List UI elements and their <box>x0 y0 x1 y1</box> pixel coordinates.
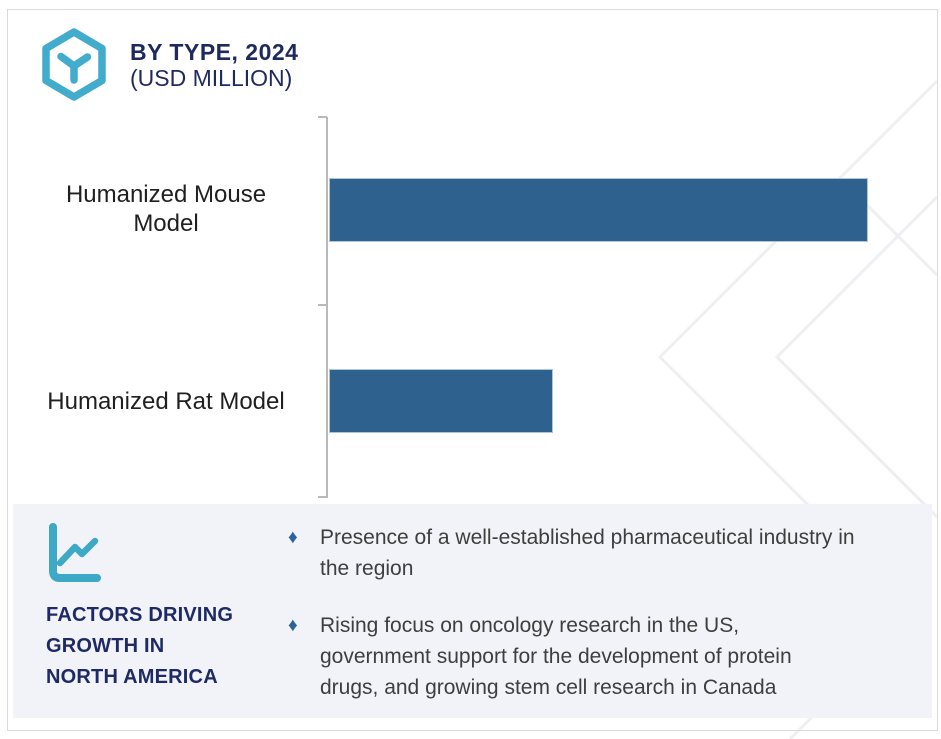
bullet-text: Presence of a well-established pharmaceu… <box>320 526 855 580</box>
diamond-bullet-icon: ♦ <box>288 527 298 548</box>
axis-tick <box>318 304 327 306</box>
list-item: ♦ Presence of a well-established pharmac… <box>288 522 908 584</box>
factors-panel: FACTORS DRIVING GROWTH IN NORTH AMERICA … <box>13 504 932 718</box>
category-axis-line <box>326 117 328 498</box>
header: BY TYPE, 2024 (USD MILLION) <box>42 28 298 101</box>
factors-bullet-list: ♦ Presence of a well-established pharmac… <box>288 522 908 703</box>
bar-chart: Humanized Mouse Model Humanized Rat Mode… <box>47 116 868 498</box>
trend-line-chart-icon <box>49 523 101 582</box>
bullet-text: Rising focus on oncology research in the… <box>320 614 792 699</box>
chart-subtitle: (USD MILLION) <box>130 64 293 91</box>
category-label-humanized-mouse-model: Humanized Mouse Model <box>65 181 267 237</box>
list-item: ♦ Rising focus on oncology research in t… <box>288 610 908 703</box>
axis-tick <box>318 116 327 118</box>
chart-title-block: BY TYPE, 2024 (USD MILLION) <box>130 39 298 91</box>
bar-humanized-rat-model <box>329 369 553 433</box>
factors-heading-line: GROWTH IN <box>46 635 165 657</box>
bar-humanized-mouse-model <box>329 178 868 242</box>
hexagon-cube-icon <box>42 28 106 101</box>
factors-heading-line: NORTH AMERICA <box>46 666 218 688</box>
axis-tick <box>318 496 327 498</box>
factors-heading-line: FACTORS DRIVING <box>46 604 234 626</box>
factors-heading: FACTORS DRIVING GROWTH IN NORTH AMERICA <box>46 600 286 693</box>
chart-title: BY TYPE, 2024 <box>130 38 299 65</box>
category-label-humanized-rat-model: Humanized Rat Model <box>47 388 285 415</box>
diamond-bullet-icon: ♦ <box>288 615 298 636</box>
